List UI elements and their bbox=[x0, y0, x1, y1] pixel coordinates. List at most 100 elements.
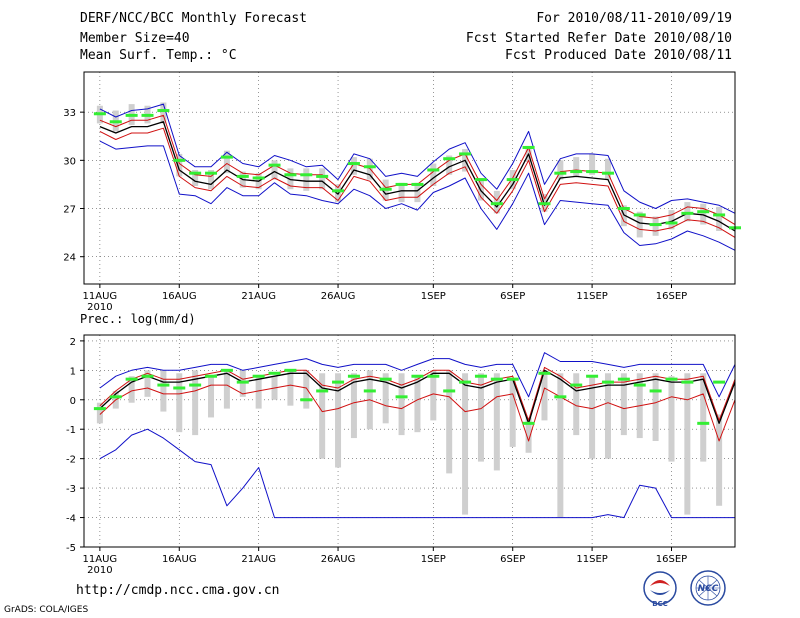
observed-mark bbox=[300, 173, 313, 177]
observed-mark bbox=[268, 163, 281, 167]
x-tick-label: 26AUG bbox=[321, 291, 356, 302]
y-tick-label: 2 bbox=[70, 337, 76, 348]
range-bar bbox=[604, 373, 611, 459]
observed-mark bbox=[506, 377, 519, 381]
range-bar bbox=[398, 373, 405, 436]
range-bar bbox=[382, 373, 389, 424]
range-bar bbox=[96, 402, 103, 424]
observed-mark bbox=[125, 113, 138, 117]
observed-mark bbox=[189, 171, 202, 175]
bcc-logo-text: BCC bbox=[652, 600, 668, 608]
x-tick-label: 16AUG bbox=[162, 554, 197, 565]
y-tick-label: 1 bbox=[70, 366, 76, 377]
observed-mark bbox=[697, 421, 710, 425]
observed-mark bbox=[490, 377, 503, 381]
range-bar bbox=[541, 370, 548, 421]
chart-title: DERF/NCC/BCC Monthly Forecast bbox=[80, 11, 307, 26]
range-bar bbox=[573, 373, 580, 436]
observed-mark bbox=[681, 380, 694, 384]
y-tick-label: -5 bbox=[66, 543, 76, 554]
range-bar bbox=[223, 370, 230, 409]
range-bar bbox=[144, 370, 151, 397]
range-bar bbox=[700, 203, 707, 225]
logos: BCC NCC bbox=[643, 570, 726, 608]
observed-mark bbox=[332, 380, 345, 384]
upper-outer-line bbox=[99, 352, 736, 398]
x-tick-label: 16SEP bbox=[656, 554, 687, 565]
range-bar bbox=[684, 202, 691, 222]
observed-mark bbox=[93, 112, 106, 116]
observed-mark bbox=[713, 213, 726, 217]
observed-mark bbox=[316, 389, 329, 393]
lower-inner-line bbox=[99, 384, 736, 442]
observed-mark bbox=[538, 371, 551, 375]
variable-label: Mean Surf. Temp.: °C bbox=[80, 48, 237, 63]
observed-mark bbox=[379, 377, 392, 381]
observed-mark bbox=[252, 374, 265, 378]
x-tick-label: 16AUG bbox=[162, 291, 197, 302]
range-bar bbox=[160, 370, 167, 412]
range-bar bbox=[414, 182, 421, 203]
observed-mark bbox=[570, 383, 583, 387]
observed-mark bbox=[665, 221, 678, 225]
x-tick-label: 1SEP bbox=[421, 291, 446, 302]
lower-outer-line bbox=[99, 428, 735, 519]
year-label: 2010 bbox=[87, 565, 112, 576]
range-bar bbox=[477, 178, 484, 201]
observed-mark bbox=[427, 168, 440, 172]
range-bar bbox=[208, 376, 215, 418]
observed-mark bbox=[141, 374, 154, 378]
observed-mark bbox=[427, 374, 440, 378]
forecast-period: For 2010/08/11-2010/09/19 bbox=[536, 11, 732, 26]
range-bar bbox=[128, 376, 135, 403]
observed-mark bbox=[522, 145, 535, 149]
x-tick-label: 21AUG bbox=[241, 291, 276, 302]
observed-mark bbox=[713, 380, 726, 384]
observed-mark bbox=[236, 380, 249, 384]
observed-mark bbox=[506, 178, 519, 182]
plot-frame bbox=[83, 71, 736, 285]
range-bar bbox=[557, 160, 564, 180]
observed-mark bbox=[379, 187, 392, 191]
range-bar bbox=[668, 376, 675, 462]
observed-mark bbox=[649, 389, 662, 393]
x-tick-label: 1SEP bbox=[421, 554, 446, 565]
observed-mark bbox=[395, 182, 408, 186]
observed-mark bbox=[220, 155, 233, 159]
observed-mark bbox=[522, 421, 535, 425]
range-bar bbox=[716, 206, 723, 231]
observed-mark bbox=[649, 223, 662, 227]
observed-mark bbox=[173, 386, 186, 390]
range-bar bbox=[557, 373, 564, 518]
range-bar bbox=[589, 153, 596, 175]
observed-mark bbox=[586, 374, 599, 378]
observed-mark bbox=[363, 389, 376, 393]
observed-mark bbox=[236, 174, 249, 178]
observed-mark bbox=[332, 189, 345, 193]
range-bar bbox=[462, 373, 469, 515]
observed-mark bbox=[697, 210, 710, 214]
y-tick-label: 0 bbox=[70, 396, 76, 407]
precipitation-panel: -5 -4 -3 -2 -1 0 1 2 11AUG 16AUG 21AUG 26AUG 1SEP 6SE… bbox=[66, 334, 736, 576]
observed-mark bbox=[633, 383, 646, 387]
footer-url[interactable]: http://cmdp.ncc.cma.gov.cn bbox=[76, 583, 280, 598]
observed-mark bbox=[554, 395, 567, 399]
range-bar bbox=[192, 169, 199, 187]
observed-mark bbox=[284, 173, 297, 177]
observed-mark bbox=[586, 170, 599, 174]
member-size: Member Size=40 bbox=[80, 31, 190, 46]
y-tick-label: -4 bbox=[66, 514, 76, 525]
range-bar bbox=[477, 373, 484, 462]
range-bar bbox=[303, 168, 310, 191]
range-bar bbox=[319, 168, 326, 190]
x-tick-label: 11SEP bbox=[576, 291, 607, 302]
x-tick-label: 11SEP bbox=[576, 554, 607, 565]
observed-mark bbox=[268, 371, 281, 375]
observed-mark bbox=[220, 368, 233, 372]
range-bar bbox=[223, 150, 230, 174]
observed-mark bbox=[157, 383, 170, 387]
range-bar bbox=[684, 373, 691, 515]
range-bar bbox=[430, 163, 437, 187]
observed-mark bbox=[109, 395, 122, 399]
